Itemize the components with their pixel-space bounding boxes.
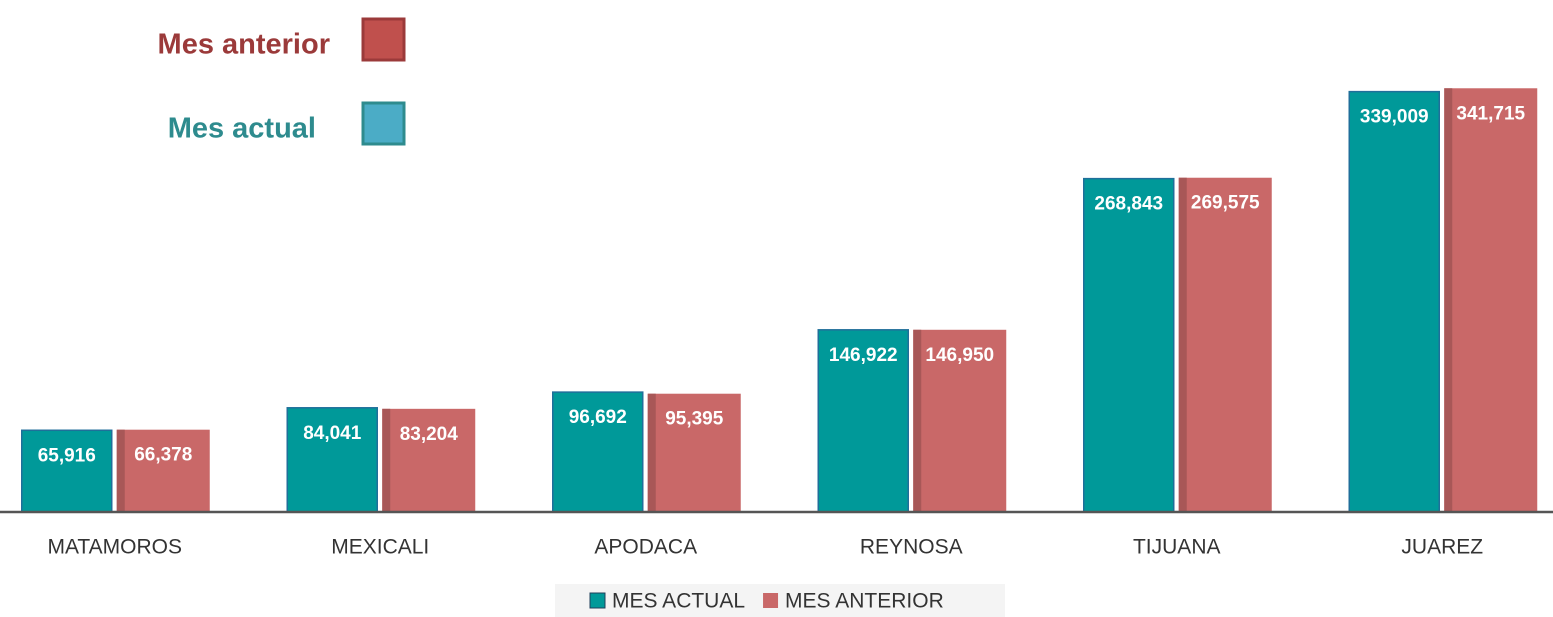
bar: [647, 393, 741, 512]
value-label: 84,041: [303, 423, 362, 444]
bar-shade: [1178, 177, 1187, 513]
legend-swatch: [589, 592, 606, 609]
bar-shade: [382, 408, 391, 512]
legend-swatch: [763, 593, 779, 608]
annotation: Mes anterior: [158, 29, 330, 61]
bar: [286, 407, 378, 513]
x-tick-label: REYNOSA: [860, 536, 963, 559]
bar-shade: [116, 429, 125, 512]
bar: [913, 329, 1007, 512]
value-label: 268,843: [1094, 194, 1163, 215]
bar: [1348, 90, 1440, 513]
legend-box: [555, 584, 1005, 617]
x-tick-label: TIJUANA: [1133, 536, 1221, 559]
legend-label: MES ACTUAL: [612, 590, 745, 613]
value-label: 66,378: [134, 445, 192, 466]
bar: [382, 408, 476, 512]
annotation-swatch: [361, 101, 406, 146]
bar: [1083, 177, 1175, 513]
value-label: 65,916: [38, 445, 96, 466]
legend-label: MES ANTERIOR: [785, 590, 944, 613]
x-tick-label: JUAREZ: [1401, 536, 1483, 559]
bar: [116, 429, 210, 512]
value-label: 269,575: [1191, 193, 1260, 214]
value-label: 146,922: [829, 345, 898, 366]
value-label: 146,950: [925, 345, 994, 366]
bar-shade: [1444, 88, 1453, 512]
value-label: 96,692: [569, 407, 627, 428]
bar: [1444, 88, 1538, 512]
value-label: 339,009: [1360, 107, 1429, 128]
bar: [1178, 177, 1272, 513]
bar: [21, 429, 113, 513]
x-tick-label: APODACA: [594, 536, 697, 559]
x-tick-label: MATAMOROS: [47, 536, 182, 559]
value-label: 83,204: [400, 424, 459, 445]
value-label: 95,395: [665, 409, 724, 430]
value-label: 341,715: [1456, 103, 1525, 124]
annotation-swatch: [361, 17, 406, 62]
bar-shade: [913, 329, 922, 512]
bar: [552, 391, 644, 513]
x-tick-label: MEXICALI: [331, 536, 429, 559]
bar-shade: [647, 393, 656, 512]
annotation: Mes actual: [168, 113, 316, 145]
